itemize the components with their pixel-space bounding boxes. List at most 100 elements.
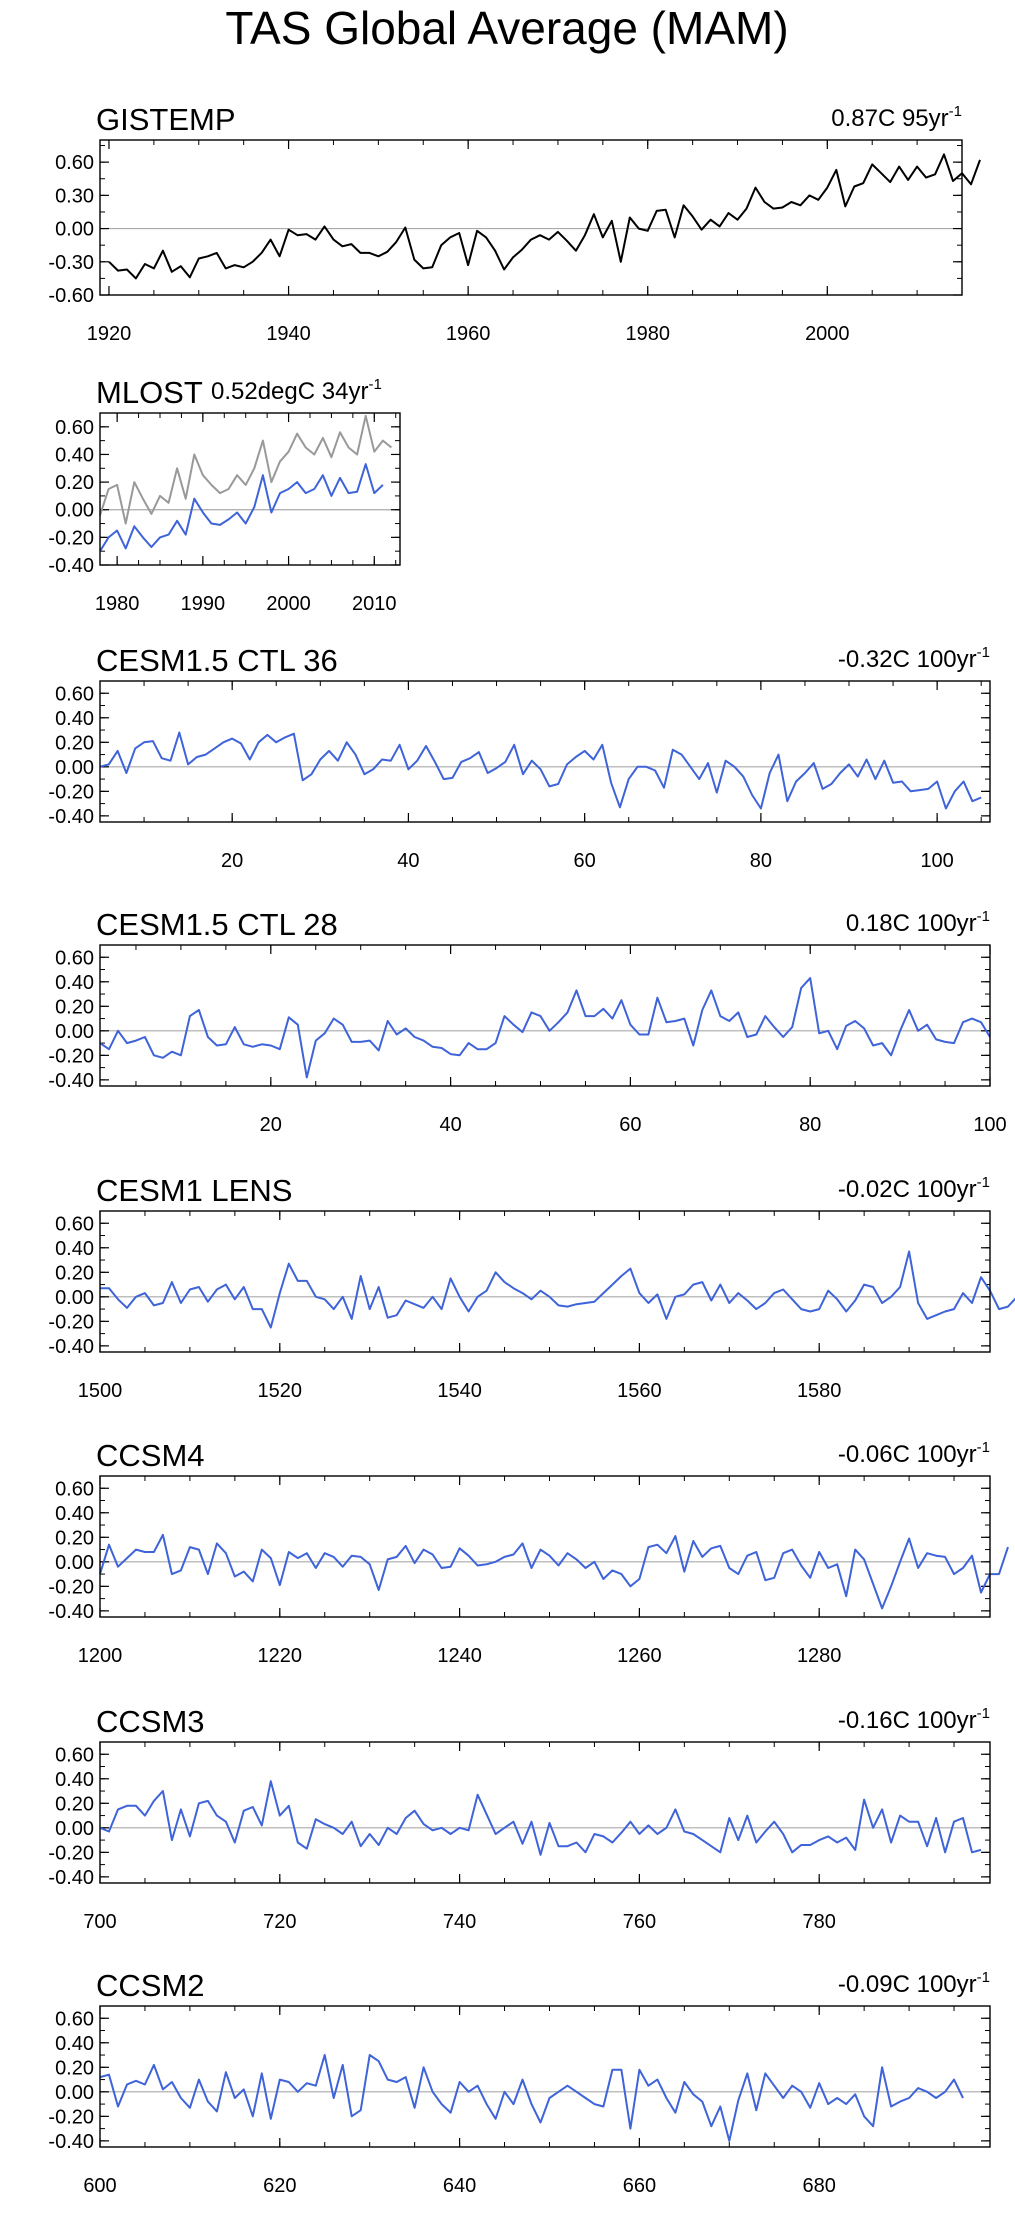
series-line-1 [99,463,384,552]
trend-label: -0.32C 100yr-1 [838,644,990,673]
x-tick-label: 640 [443,2175,476,2197]
x-tick-label: 80 [750,850,772,872]
y-tick-label: -0.60 [48,285,94,307]
y-tick-label: 0.60 [55,1478,94,1500]
x-tick-label: 1990 [181,593,226,615]
y-tick-label: -0.40 [48,806,94,828]
y-tick-label: 0.40 [55,444,94,466]
x-tick-label: 780 [803,1911,836,1933]
x-tick-label: 2000 [266,593,311,615]
x-tick-label: 620 [263,2175,296,2197]
y-tick-label: 0.30 [55,185,94,207]
x-tick-label: 1960 [446,323,491,345]
panel-title: CESM1.5 CTL 36 [96,643,338,678]
y-tick-label: -0.20 [48,1311,94,1333]
x-tick-label: 680 [803,2175,836,2197]
y-tick-label: 0.60 [55,947,94,969]
x-tick-label: 2010 [352,593,397,615]
trend-label-exponent: -1 [977,1969,990,1986]
x-tick-label: 1980 [95,593,140,615]
series-line-0 [100,1250,1015,1329]
x-tick-label: 20 [260,1114,282,1136]
x-tick-label: 1280 [797,1645,842,1667]
y-tick-label: 0.00 [55,757,94,779]
panel-title: MLOST [96,375,203,410]
plot-frame [99,1210,991,1353]
x-tick-label: 1240 [437,1645,482,1667]
y-tick-label: 0.40 [55,1769,94,1791]
x-tick-label: 1540 [437,1380,482,1402]
y-tick-label: 0.60 [55,152,94,174]
figure-title: TAS Global Average (MAM) [225,2,788,54]
y-tick-label: 0.40 [55,972,94,994]
plot-frame [99,139,963,296]
y-tick-label: -0.40 [48,1867,94,1889]
x-tick-label: 1980 [625,323,670,345]
y-tick-label: -0.30 [48,252,94,274]
x-tick-label: 700 [83,1911,116,1933]
trend-label-text: -0.02C 100yr [838,1176,977,1203]
y-tick-label: -0.40 [48,1070,94,1092]
series-line-0 [108,153,981,280]
y-tick-label: -0.40 [48,1336,94,1358]
y-tick-label: -0.20 [48,1576,94,1598]
y-tick-label: -0.20 [48,781,94,803]
series-line-0 [99,977,991,1079]
plot-frame [99,1741,991,1884]
trend-label-text: -0.06C 100yr [838,1441,977,1468]
x-tick-label: 80 [799,1114,821,1136]
panel-title: CCSM3 [96,1704,205,1739]
trend-label-exponent: -1 [977,1705,990,1722]
y-tick-label: -0.40 [48,2131,94,2153]
x-tick-label: 20 [221,850,243,872]
y-tick-label: 0.20 [55,996,94,1018]
y-tick-label: -0.20 [48,2106,94,2128]
y-tick-label: -0.40 [48,555,94,577]
x-tick-label: 1500 [78,1380,123,1402]
x-tick-label: 1940 [266,323,311,345]
x-tick-label: 1520 [258,1380,303,1402]
x-tick-label: 40 [439,1114,461,1136]
y-tick-label: 0.60 [55,1213,94,1235]
trend-label-exponent: -1 [949,103,962,120]
trend-label-exponent: -1 [977,1439,990,1456]
x-tick-label: 1920 [87,323,132,345]
trend-label-exponent: -1 [977,644,990,661]
y-tick-label: -0.20 [48,527,94,549]
y-tick-label: 0.40 [55,708,94,730]
y-tick-label: 0.40 [55,1503,94,1525]
x-tick-label: 1580 [797,1380,842,1402]
x-tick-label: 740 [443,1911,476,1933]
series-line-0 [99,2054,964,2142]
trend-label-text: -0.32C 100yr [838,646,977,673]
trend-label: -0.16C 100yr-1 [838,1705,990,1734]
panel-title: CESM1 LENS [96,1173,292,1208]
x-tick-label: 40 [397,850,419,872]
panel-gistemp: GISTEMP 0.87C 95yr-1 -0.60 -0.30 0.00 0.30 0.6… [48,102,981,345]
trend-label: -0.09C 100yr-1 [838,1969,990,1998]
panel-title: CCSM2 [96,1968,205,2003]
y-tick-label: 0.20 [55,472,94,494]
plot-frame [99,1475,991,1618]
trend-label: -0.02C 100yr-1 [838,1174,990,1203]
y-tick-label: 0.00 [55,219,94,241]
y-tick-label: 0.60 [55,683,94,705]
panel-mlost: MLOST 0.52degC 34yr-1 -0.40 -0.20 0.00 0.20 0.… [48,375,401,615]
plot-frame [99,412,401,566]
plot-frame [99,680,991,823]
y-tick-label: 0.00 [55,2082,94,2104]
x-tick-label: 720 [263,1911,296,1933]
series-line-0 [99,1780,982,1856]
y-tick-label: 0.20 [55,1793,94,1815]
panel-cesm15_ctl36: CESM1.5 CTL 36 -0.32C 100yr-1-0.40-0.200.… [48,643,991,872]
trend-label-exponent: -1 [368,376,381,393]
y-tick-label: -0.20 [48,1842,94,1864]
x-tick-label: 100 [920,850,953,872]
plot-frame [99,2005,991,2148]
x-tick-label: 660 [623,2175,656,2197]
panel-ccsm4: CCSM4 -0.06C 100yr-1 -0.40 -0.200.00 0.200.4… [48,1438,1009,1667]
trend-label: 0.18C 100yr-1 [846,908,990,937]
panel-cesm15_ctl28: CESM1.5 CTL 28 0.18C 100yr-1 -0.40 -0.200.0… [48,907,1006,1136]
y-tick-label: 0.00 [55,500,94,522]
